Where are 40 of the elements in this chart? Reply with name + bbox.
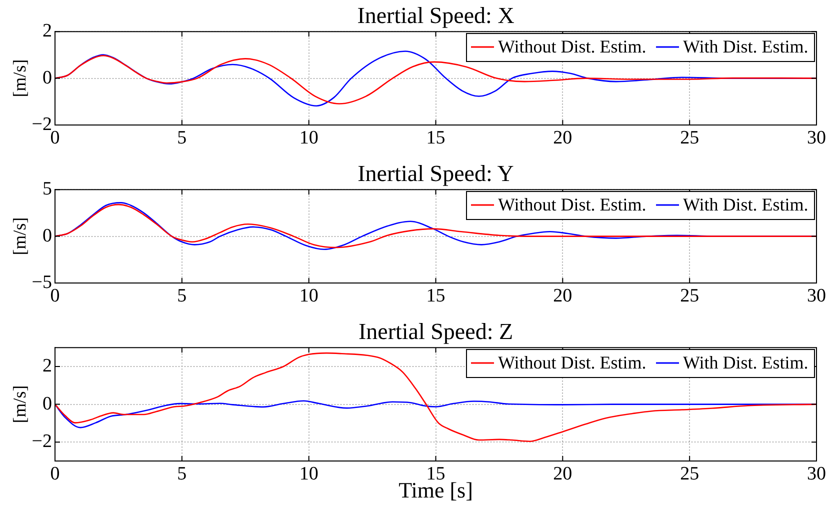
y-tick-label: −2 [32,431,52,452]
legend-label: Without Dist. Estim. [498,36,646,57]
y-tick-label: −5 [32,272,52,293]
x-tick-label: 10 [299,463,318,484]
y-axis-title: [m/s] [10,385,30,424]
chart-title: Inertial Speed: Z [358,318,514,344]
y-tick-label: 0 [42,393,52,414]
x-tick-label: 5 [177,463,187,484]
y-tick-label: 5 [42,178,52,200]
y-axis-title: [m/s] [10,217,30,256]
legend-label: With Dist. Estim. [683,194,808,215]
x-tick-label: 10 [299,285,318,306]
x-tick-label: 25 [680,463,700,484]
y-tick-label: 0 [42,225,52,246]
x-tick-label: 20 [553,463,572,484]
x-tick-label: 30 [807,463,826,484]
chart-title: Inertial Speed: X [357,2,515,28]
y-axis-title: [m/s] [10,59,30,98]
x-tick-label: 15 [426,285,446,306]
legend-label: With Dist. Estim. [683,352,808,373]
legend-label: Without Dist. Estim. [498,194,646,215]
x-tick-label: 25 [680,127,700,148]
x-tick-label: 5 [177,285,187,306]
y-tick-label: 2 [42,20,52,42]
x-tick-label: 25 [680,285,700,306]
line-series [55,352,816,442]
y-tick-label: 0 [42,67,52,88]
y-tick-label: −2 [32,114,52,135]
x-tick-label: 10 [299,127,318,148]
chart-title: Inertial Speed: Y [358,160,514,186]
x-tick-label: 20 [553,285,572,306]
legend-label: Without Dist. Estim. [498,352,646,373]
x-tick-label: 30 [807,285,826,306]
y-tick-label: 2 [42,355,52,376]
x-tick-label: 30 [807,127,826,148]
x-tick-label: 5 [177,127,187,148]
x-tick-label: 20 [553,127,572,148]
legend-label: With Dist. Estim. [683,36,808,57]
x-tick-label: 15 [426,463,446,484]
x-tick-label: 15 [426,127,446,148]
